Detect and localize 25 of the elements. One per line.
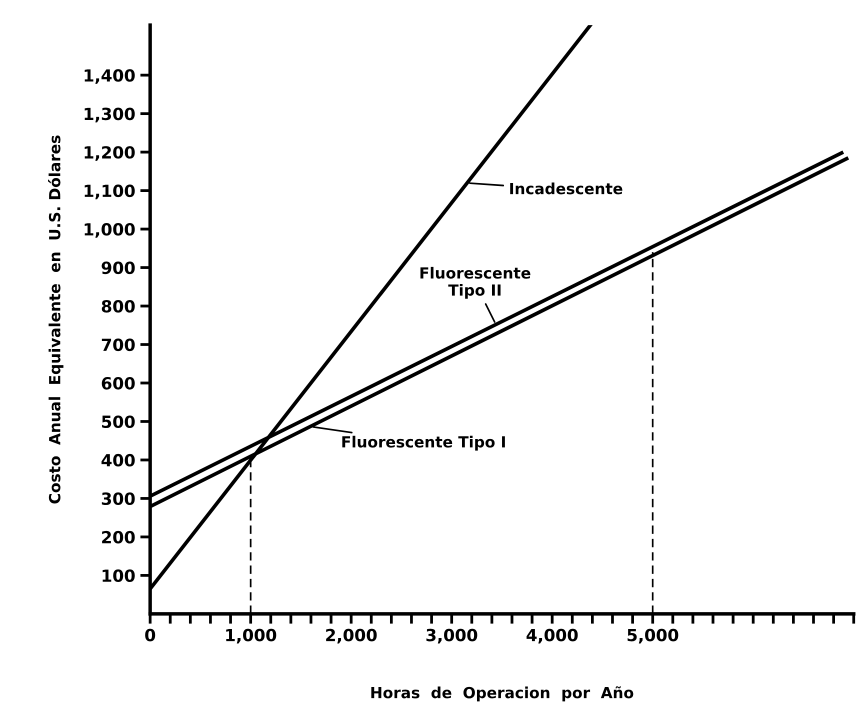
x-tick-label: 0 [145,628,156,642]
y-tick-label: 700 [102,338,135,352]
y-tick-label: 1,200 [84,146,135,161]
x-tick-label: 5,000 [628,628,678,644]
y-tick-label: 900 [102,262,135,274]
y-tick-label: 300 [102,492,135,506]
x-tick-label: 2,000 [326,628,377,644]
y-tick-label: 1,000 [84,223,135,238]
y-tick-label: 200 [102,530,135,544]
series-label: Fluorescente Tipo I [342,436,505,451]
y-tick-label: 1,300 [84,108,135,122]
x-tick-label: 4,000 [526,628,578,644]
x-axis-title: Horas de Operacion por Año [371,686,634,702]
y-tick-label: 800 [102,300,135,313]
y-tick-label: 400 [102,454,135,467]
y-tick-label: 1,400 [84,69,135,84]
x-tick-label: 3,000 [426,628,478,644]
legend-label: Incadescente [510,182,622,194]
y-axis-title: Costo Anual Equivalente en U.S. Dólares [48,136,64,504]
series-label: Fluorescente Tipo II [420,266,530,299]
y-tick-label: 600 [102,376,135,390]
y-tick-label: 1,100 [84,184,135,200]
y-tick-label: 500 [102,415,135,428]
x-tick-label: 1,000 [226,628,276,644]
y-tick-label: 100 [102,569,135,582]
